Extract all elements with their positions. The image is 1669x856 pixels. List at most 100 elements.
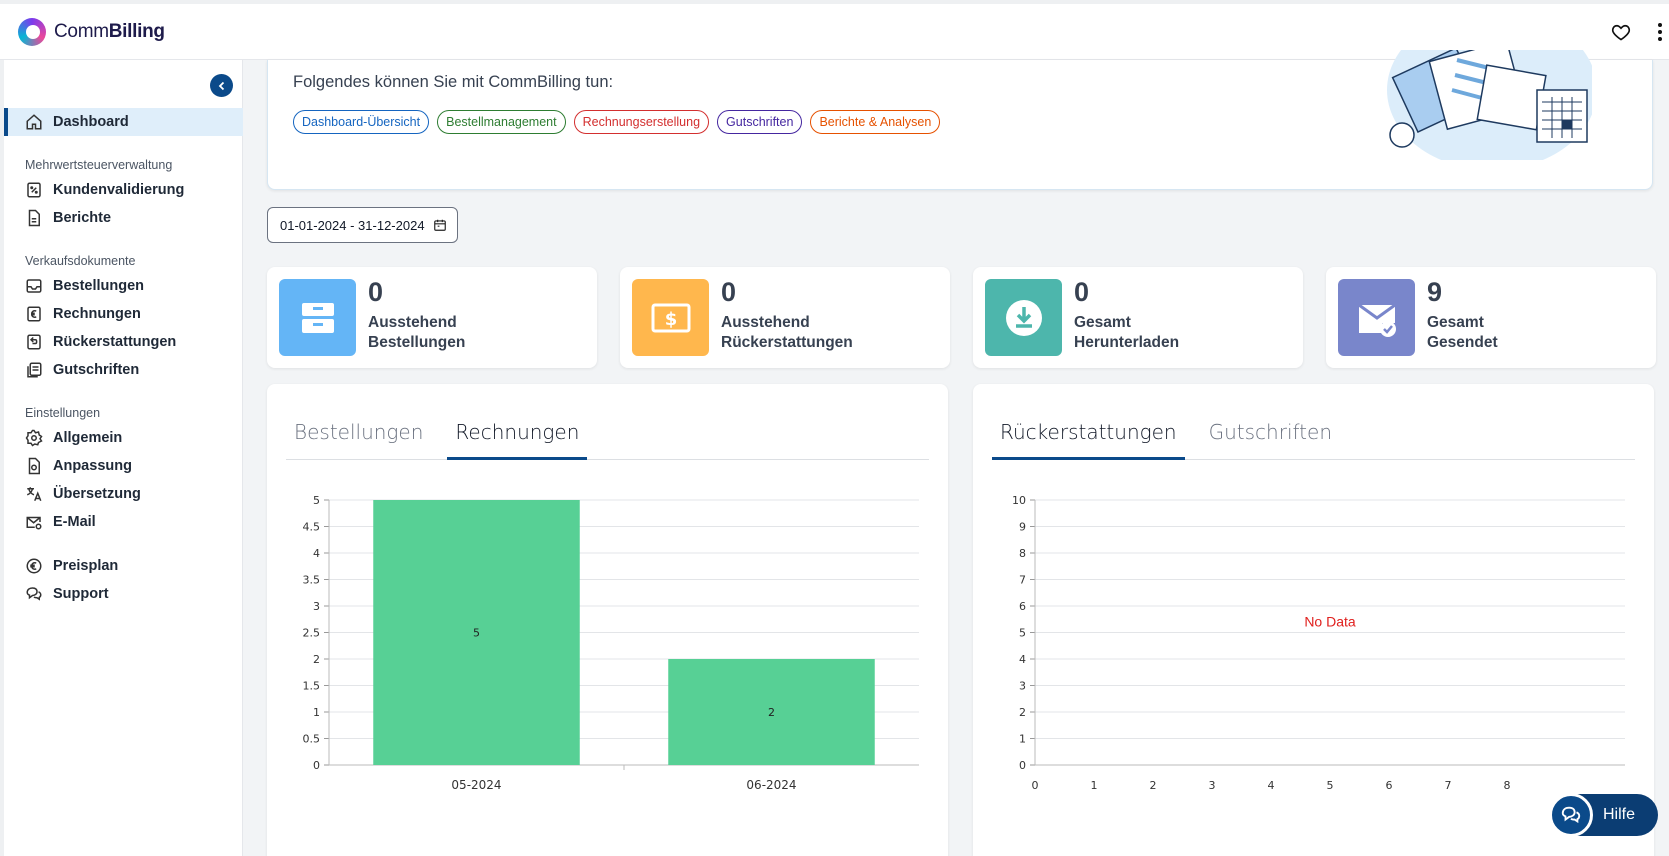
stat-label-line1: Ausstehend: [721, 314, 810, 331]
feature-pill[interactable]: Bestellmanagement: [437, 110, 566, 134]
bar[interactable]: [373, 500, 580, 765]
stat-label: Ausstehend Rückerstattungen: [721, 313, 853, 353]
sidebar-item-kundenvalidierung[interactable]: Kundenvalidierung: [4, 176, 243, 204]
sidebar-item-uebersetzung[interactable]: Übersetzung: [4, 480, 243, 508]
refund-receipt-icon: [27, 334, 41, 350]
y-tick-label: 7: [1019, 574, 1026, 587]
sidebar-item-email[interactable]: E-Mail: [4, 508, 243, 536]
collapse-sidebar-button[interactable]: [210, 74, 233, 97]
y-tick-label: 2.5: [303, 627, 321, 640]
y-tick-label: 10: [1012, 494, 1026, 507]
stat-value: 0: [1074, 277, 1090, 307]
welcome-card: Folgendes können Sie mit CommBilling tun…: [267, 50, 1653, 190]
x-tick-label: 5: [1327, 779, 1334, 792]
more-vertical-icon[interactable]: [1657, 22, 1663, 42]
brand-suffix: Billing: [108, 21, 165, 42]
mail-settings-icon: [26, 516, 42, 530]
date-range-picker[interactable]: 01-01-2024 - 31-12-2024: [267, 207, 458, 243]
date-range-value: 01-01-2024 - 31-12-2024: [280, 217, 425, 233]
y-tick-label: 5: [1019, 627, 1026, 640]
stat-icon-box: [279, 279, 356, 356]
feature-pill[interactable]: Berichte & Analysen: [810, 110, 941, 134]
stat-label-line2: Bestellungen: [368, 334, 466, 351]
stat-label-line1: Gesamt: [1074, 314, 1131, 331]
stat-label: Gesamt Gesendet: [1427, 313, 1498, 353]
sidebar-item-label: Gutschriften: [53, 362, 140, 378]
y-tick-label: 3: [1019, 680, 1026, 693]
orders-invoices-panel: Bestellungen Rechnungen 0 0.5 1 1.5 2 2.5 3 3.5…: [267, 384, 948, 856]
sidebar-item-bestellungen[interactable]: Bestellungen: [4, 272, 243, 300]
x-tick-label: 6: [1386, 779, 1393, 792]
invoice-illustration-icon: [1387, 50, 1592, 160]
sidebar: Dashboard Mehrwertsteuerverwaltung Kunde…: [0, 60, 243, 856]
y-tick-label: 3: [313, 600, 320, 613]
sidebar-item-berichte[interactable]: Berichte: [4, 204, 243, 232]
stat-label-line2: Gesendet: [1427, 334, 1498, 351]
sidebar-item-gutschriften[interactable]: Gutschriften: [4, 356, 243, 384]
translate-icon: [26, 487, 42, 502]
tab-rueckerstattungen[interactable]: Rückerstattungen: [992, 412, 1185, 460]
stat-label: Gesamt Herunterladen: [1074, 313, 1179, 353]
sidebar-item-label: Support: [53, 586, 109, 602]
stat-icon-box: $: [632, 279, 709, 356]
stat-card-total-sent: 9 Gesamt Gesendet: [1326, 267, 1656, 368]
x-tick-label: 7: [1445, 779, 1452, 792]
feature-pill[interactable]: Rechnungserstellung: [573, 110, 710, 134]
feature-pill[interactable]: Gutschriften: [717, 110, 803, 134]
right-tabs: Rückerstattungen Gutschriften: [992, 412, 1635, 460]
chat-icon: [26, 587, 42, 601]
sidebar-item-label: Kundenvalidierung: [53, 182, 185, 198]
x-tick-label: 06-2024: [746, 778, 796, 792]
x-tick-label: 8: [1504, 779, 1511, 792]
download-circle-icon: [1005, 299, 1042, 336]
customize-icon: [28, 457, 40, 475]
gear-icon: [25, 429, 43, 447]
x-tick-label: 1: [1091, 779, 1098, 792]
tab-gutschriften[interactable]: Gutschriften: [1208, 420, 1333, 444]
y-tick-label: 4: [313, 547, 320, 560]
tab-rechnungen[interactable]: Rechnungen: [447, 412, 588, 460]
sidebar-item-dashboard[interactable]: Dashboard: [4, 108, 243, 136]
sidebar-item-support[interactable]: Support: [4, 580, 243, 608]
y-tick-label: 1.5: [303, 680, 321, 693]
help-button[interactable]: Hilfe: [1549, 793, 1658, 837]
bar-value-label: 2: [768, 706, 775, 719]
stat-value: 9: [1427, 277, 1443, 307]
refunds-credits-panel: Rückerstattungen Gutschriften 0 1 2 3 4 5 6 7 8 9…: [973, 384, 1654, 856]
home-icon: [26, 114, 42, 130]
tab-bestellungen[interactable]: Bestellungen: [294, 420, 424, 444]
y-tick-label: 2: [1019, 706, 1026, 719]
sidebar-item-rechnungen[interactable]: Rechnungen: [4, 300, 243, 328]
stat-value: 0: [721, 277, 737, 307]
heart-icon[interactable]: [1611, 22, 1631, 42]
stat-label-line1: Gesamt: [1427, 314, 1484, 331]
y-tick-label: 0: [1019, 759, 1026, 772]
x-tick-label: 0: [1032, 779, 1039, 792]
x-tick-label: 05-2024: [451, 778, 501, 792]
feature-pill[interactable]: Dashboard-Übersicht: [293, 110, 430, 134]
stat-card-pending-refunds: $ 0 Ausstehend Rückerstattungen: [620, 267, 950, 368]
sidebar-item-allgemein[interactable]: Allgemein: [4, 424, 243, 452]
no-data-text: No Data: [1304, 614, 1356, 630]
top-bar: CommBilling: [0, 0, 1669, 60]
logo[interactable]: CommBilling: [18, 18, 165, 46]
sidebar-item-rueckerstattungen[interactable]: Rückerstattungen: [4, 328, 243, 356]
y-tick-label: 2: [313, 653, 320, 666]
feature-pills: Dashboard-Übersicht Bestellmanagement Rech…: [293, 110, 941, 134]
refunds-bar-chart: 0 1 2 3 4 5 6 7 8 9 10 0 1 2 3 4 5 6 7 8 No Data: [1012, 494, 1625, 792]
x-tick-label: 2: [1150, 779, 1157, 792]
sidebar-item-anpassung[interactable]: Anpassung: [4, 452, 243, 480]
percent-receipt-icon: [27, 182, 41, 198]
logo-text: CommBilling: [54, 21, 165, 43]
inbox-icon: [26, 279, 42, 293]
y-tick-label: 6: [1019, 600, 1026, 613]
stat-card-total-downloads: 0 Gesamt Herunterladen: [973, 267, 1303, 368]
invoices-bar-chart: 0 0.5 1 1.5 2 2.5 3 3.5 4 4.5 5 5 05-2024 2 06-2024: [303, 494, 919, 792]
y-tick-label: 1: [1019, 733, 1026, 746]
bar[interactable]: [668, 659, 875, 765]
y-tick-label: 0: [313, 759, 320, 772]
stat-label: Ausstehend Bestellungen: [368, 313, 465, 353]
sidebar-item-preisplan[interactable]: Preisplan: [4, 552, 243, 580]
stat-label-line1: Ausstehend: [368, 314, 457, 331]
sidebar-item-label: Berichte: [53, 210, 112, 226]
